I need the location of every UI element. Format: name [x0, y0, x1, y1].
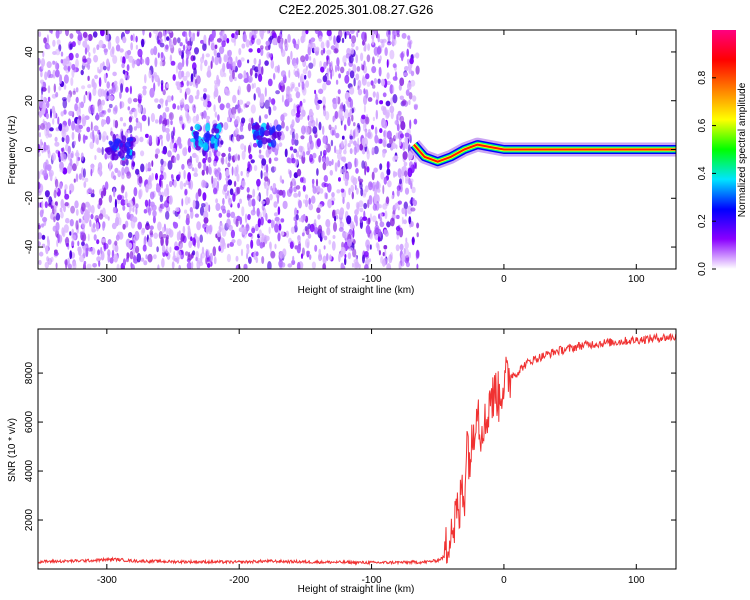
colorbar-label: Normalized spectral amplitude [737, 82, 748, 217]
colorbar-tick-label: 0.0 [697, 262, 708, 276]
colorbar-tick-label: 0.2 [697, 214, 708, 228]
y-tick-label: 20 [24, 95, 35, 107]
spectrogram-noise [38, 30, 420, 269]
colorbar-tick-label: 0.8 [697, 70, 708, 84]
colorbar: 0.0 0.2 0.4 0.6 0.8 Normalized spectral ampl… [697, 30, 748, 276]
y-tick-label: -20 [24, 191, 35, 206]
spectrogram-track [408, 137, 676, 169]
x-tick-label: 0 [501, 575, 507, 586]
x-tick-label: 100 [628, 575, 645, 586]
colorbar-ticks: 0.0 0.2 0.4 0.6 0.8 [697, 70, 716, 276]
snr-x-axis-label: Height of straight line (km) [298, 584, 415, 595]
y-tick-label: 40 [24, 46, 35, 58]
chart-title: C2E2.2025.301.08.27.G26 [279, 2, 434, 17]
snr-line [38, 332, 676, 566]
snr-panel: -300 -200 -100 0 100 2000 4000 6000 8000 Height … [7, 328, 677, 595]
colorbar-tick-label: 0.6 [697, 118, 708, 132]
x-tick-label: -200 [229, 575, 249, 586]
spectrogram-x-axis-label: Height of straight line (km) [298, 285, 415, 296]
x-tick-label: 0 [501, 274, 507, 285]
spectrogram-blob [104, 133, 137, 161]
spectrogram-y-axis-label: Frequency (Hz) [7, 116, 18, 185]
x-tick-label: -100 [362, 575, 382, 586]
spectrogram-blob [190, 122, 222, 153]
colorbar-tick-label: 0.4 [697, 166, 708, 180]
y-tick-label: 8000 [24, 362, 35, 385]
y-tick-label: 2000 [24, 508, 35, 531]
x-tick-label: -100 [362, 274, 382, 285]
spectrogram-plot-area [38, 30, 676, 269]
y-tick-label: 0 [24, 146, 35, 152]
y-tick-label: 6000 [24, 411, 35, 434]
snr-ticks: -300 -200 -100 0 100 2000 4000 6000 8000 [24, 329, 676, 586]
spectrogram-blob [251, 121, 282, 148]
y-tick-label: -40 [24, 239, 35, 254]
snr-plot-area [38, 332, 676, 566]
x-tick-label: -300 [97, 575, 117, 586]
x-tick-label: 100 [628, 274, 645, 285]
y-tick-label: 4000 [24, 459, 35, 482]
x-tick-label: -200 [229, 274, 249, 285]
x-tick-label: -300 [97, 274, 117, 285]
snr-frame [37, 328, 677, 570]
snr-y-axis-label: SNR (10 * v/v) [7, 418, 18, 482]
colorbar-gradient [712, 30, 736, 269]
